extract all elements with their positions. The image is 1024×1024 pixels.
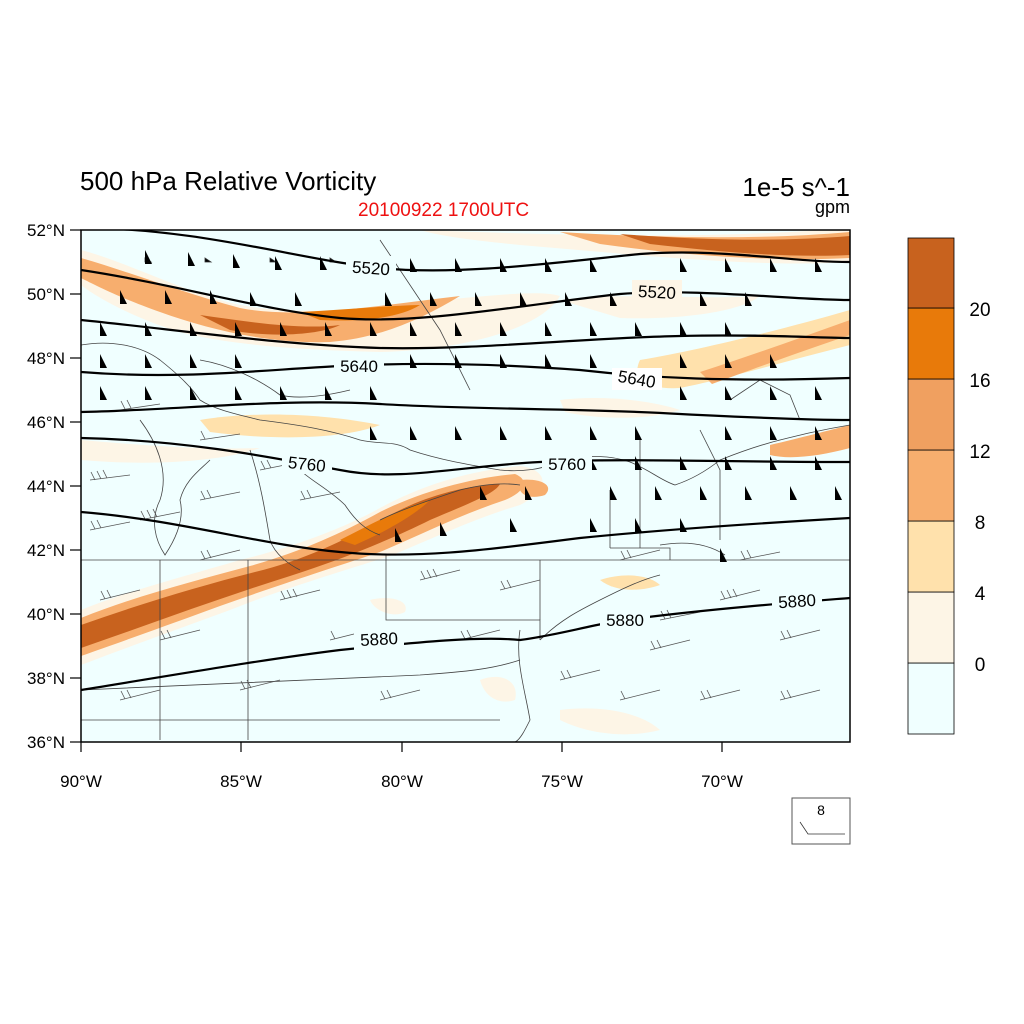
colorbar-bin [907,520,955,593]
contour-label-5520-b: 5520 [638,282,677,303]
height-contours [81,230,850,692]
colorbar-label: 16 [969,371,990,392]
wind-reference-label: 8 [817,802,825,818]
colorbar-bin [907,237,955,309]
contour-label-5520-a: 5520 [351,258,390,280]
colorbar [907,237,955,735]
lat-tick-label: 42°N [27,541,65,560]
chart-title: 500 hPa Relative Vorticity [80,166,377,196]
contour-labels: 5520 5520 5640 5640 5760 5760 5880 5880 … [282,256,822,650]
wind-reference-barb [799,821,845,835]
contour-label-5880-b: 5880 [606,611,644,630]
lat-tick-label: 44°N [27,477,65,496]
colorbar-labels: 0 4 8 12 16 20 [969,300,990,676]
latitude-axis: 36°N 38°N 40°N 42°N 44°N 46°N 48°N 50°N … [27,221,81,752]
wind-barbs [89,250,842,701]
colorbar-bin [907,591,955,664]
colorbar-label: 8 [975,513,986,534]
vorticity-units: 1e-5 s^-1 [742,172,850,202]
chart-subtitle: 20100922 1700UTC [358,200,530,221]
lat-tick-label: 40°N [27,605,65,624]
colorbar-label: 0 [975,655,986,676]
lon-tick-label: 70°W [701,772,743,791]
lon-tick-label: 85°W [220,772,262,791]
colorbar-bin [907,449,955,522]
lat-tick-label: 50°N [27,285,65,304]
colorbar-bin [907,307,955,380]
lat-tick-label: 52°N [27,221,65,240]
colorbar-bin [907,378,955,451]
contour-label-5760-a: 5760 [287,453,327,476]
lon-tick-label: 80°W [381,772,423,791]
lat-tick-label: 46°N [27,413,65,432]
colorbar-label: 12 [969,442,990,463]
contour-label-5640-a: 5640 [340,357,378,376]
barb-lines [89,399,821,701]
lon-tick-label: 75°W [541,772,583,791]
colorbar-bin [907,662,955,735]
map-panel: 5520 5520 5640 5640 5760 5760 5880 5880 … [81,230,850,742]
contour-label-5880-a: 5880 [360,629,399,650]
contour-units: gpm [814,197,850,217]
lat-tick-label: 38°N [27,669,65,688]
lat-tick-label: 48°N [27,349,65,368]
colorbar-label: 20 [969,300,990,321]
longitude-axis: 90°W 85°W 80°W 75°W 70°W [60,742,743,791]
colorbar-label: 4 [975,584,986,605]
contour-label-5760-b: 5760 [548,455,586,474]
lon-tick-label: 90°W [60,772,102,791]
lat-tick-label: 36°N [27,733,65,752]
wind-reference-box: 8 [791,797,851,845]
contour-label-5880-c: 5880 [778,591,817,613]
